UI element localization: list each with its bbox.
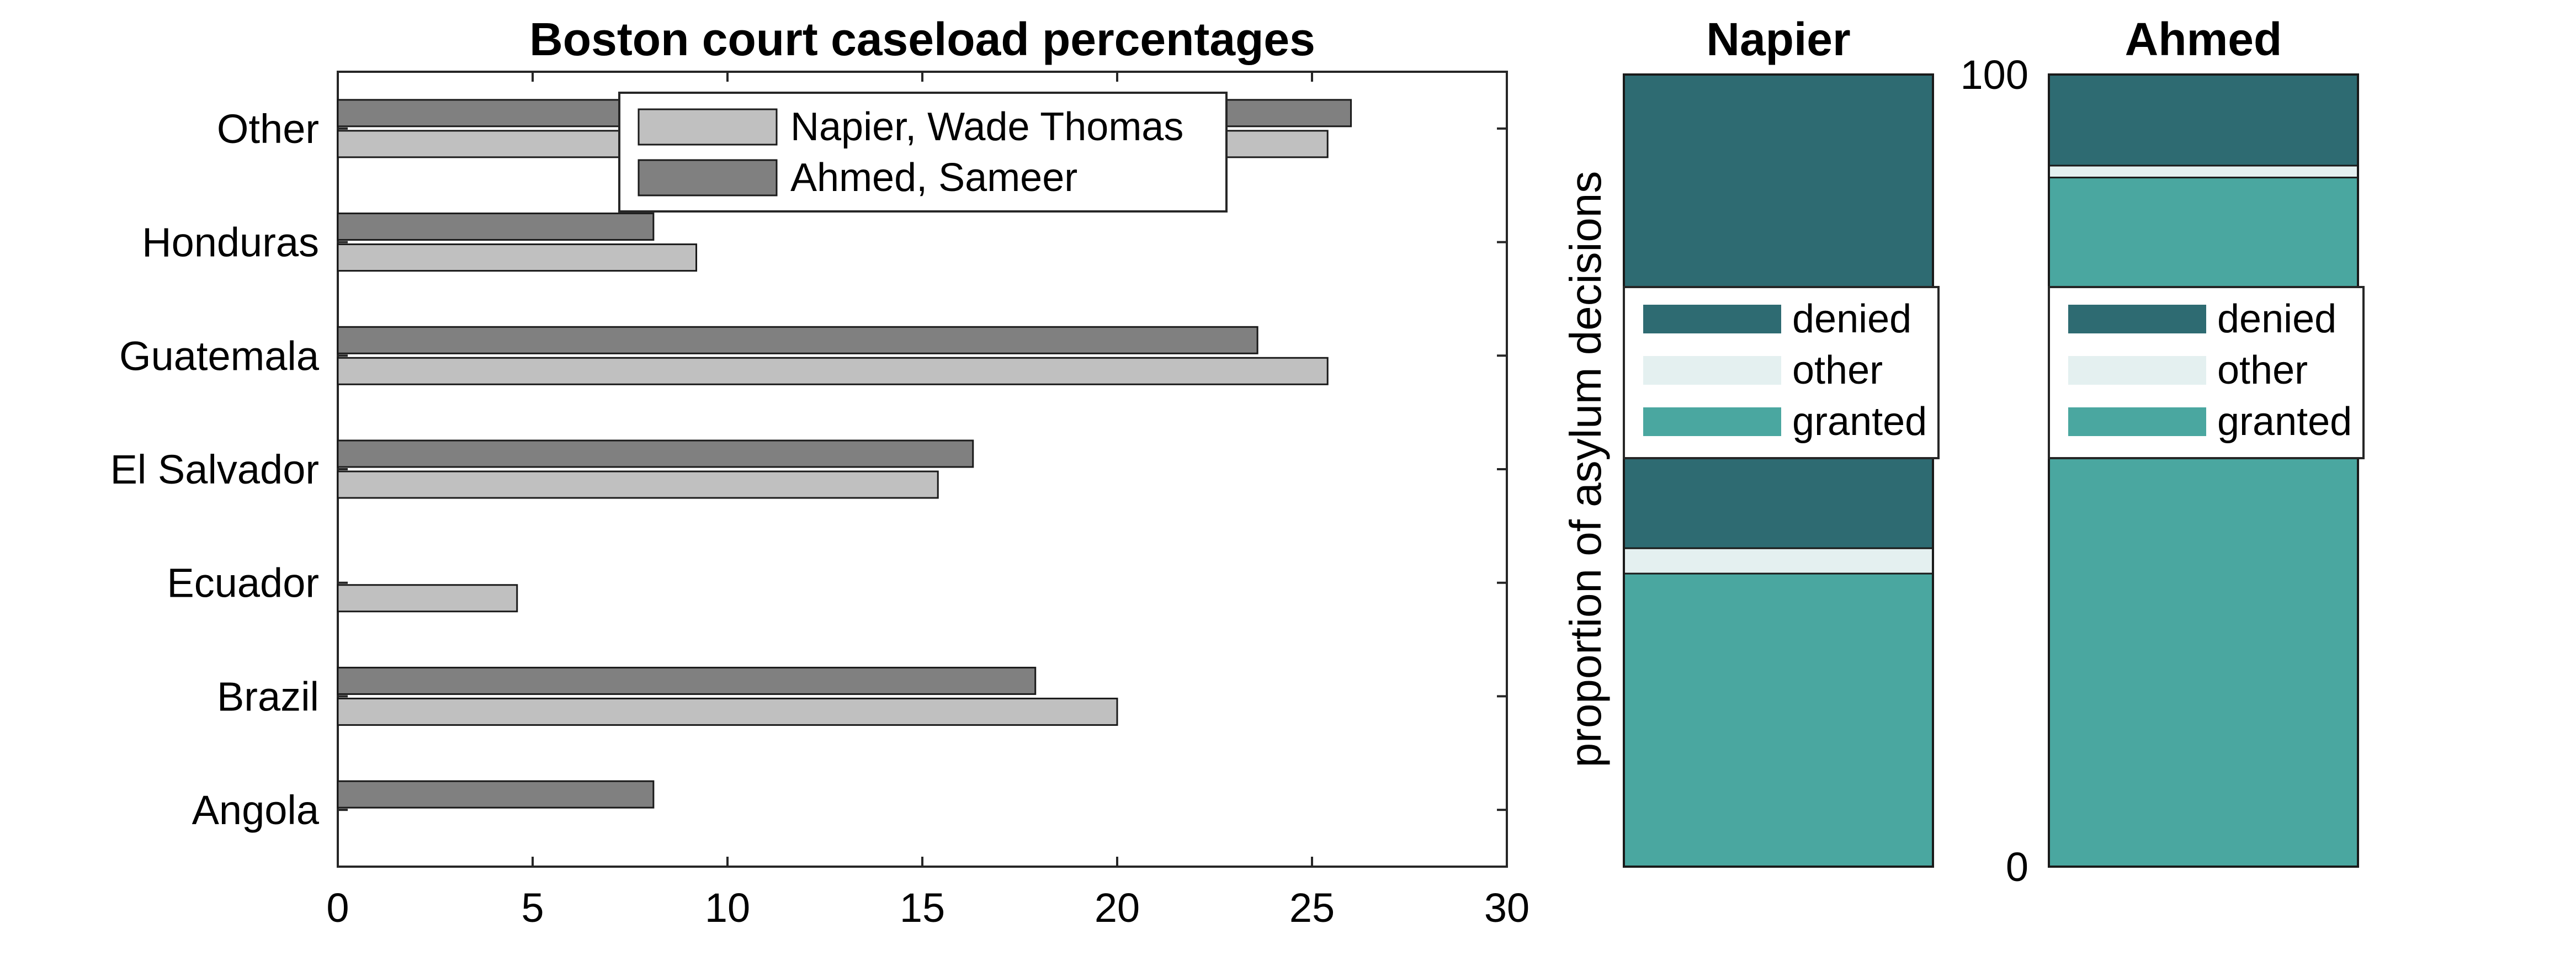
bar-napier-wade-thomas-guatemala [337,357,1329,385]
x-tick-label: 10 [705,885,750,931]
legend-swatch-granted [2068,407,2206,436]
legend-swatch-denied [2068,305,2206,333]
napier-stack [1623,73,1934,868]
legend-label-other: other [1792,348,1883,392]
legend-label-granted: granted [2217,400,2352,444]
x-tick-label: 0 [326,885,349,931]
legend-label-denied: denied [1792,297,1911,341]
segment-denied [2048,73,2359,167]
caseload-chart: Boston court caseload percentages 0 5 10 15… [110,13,1530,931]
napier-chart-title: Napier [1706,13,1850,65]
bar-napier-wade-thomas-honduras [337,243,698,272]
legend-label-denied: denied [2217,297,2336,341]
stack-outline [2048,73,2359,868]
x-tick-label: 5 [521,885,544,931]
y-tick-label: 100 [1961,52,2028,98]
bar-ahmed-sameer-brazil [337,666,1037,695]
bar-napier-wade-thomas-brazil [337,697,1118,726]
legend-swatch-granted [1643,407,1781,436]
legend-swatch-other [2068,356,2206,385]
legend-label-napier-wade-thomas: Napier, Wade Thomas [790,105,1183,149]
segment-granted [2048,177,2359,868]
ahmed-chart-title: Ahmed [2125,13,2282,65]
segment-other [1623,547,1934,575]
napier-legend: denied other granted [1623,286,1940,459]
x-tick-label: 25 [1289,885,1335,931]
x-tick-label: 20 [1095,885,1140,931]
ahmed-decisions-chart: Ahmed 0 100 denied other granted [1961,13,2365,890]
legend-label-granted: granted [1792,400,1927,444]
category-label-angola: Angola [192,787,320,833]
caseload-ticks: 0 5 10 15 20 25 30 Angola Brazil Ecuador El Salvad… [110,72,1529,931]
ahmed-y-ticks: 0 100 [1961,52,2028,890]
caseload-chart-title: Boston court caseload percentages [529,13,1315,65]
bar-ahmed-sameer-guatemala [337,326,1258,354]
ahmed-legend: denied other granted [2048,286,2365,459]
napier-decisions-chart: Napier denied other granted [1623,13,1940,868]
category-label-ecuador: Ecuador [167,560,319,606]
legend-swatch-other [1643,356,1781,385]
legend-swatch-ahmed-sameer [638,159,778,197]
ahmed-stack [2048,73,2359,868]
category-label-guatemala: Guatemala [119,333,320,379]
bar-napier-wade-thomas-el-salvador [337,470,939,499]
legend-swatch-denied [1643,305,1781,333]
bar-ahmed-sameer-honduras [337,213,655,241]
x-tick-label: 15 [900,885,945,931]
category-label-other: Other [217,106,319,152]
legend-swatch-napier-wade-thomas [638,108,778,146]
caseload-legend: Napier, Wade Thomas Ahmed, Sameer [618,92,1228,213]
category-label-brazil: Brazil [217,673,319,719]
x-tick-label: 30 [1484,885,1529,931]
category-label-honduras: Honduras [142,220,319,266]
legend-label-other: other [2217,348,2308,392]
bar-ahmed-sameer-angola [337,780,655,809]
segment-granted [1623,572,1934,868]
segment-other [2048,164,2359,179]
stack-outline [1623,73,1934,868]
asylum-y-axis-label: proportion of asylum decisions [1561,171,1610,768]
bar-napier-wade-thomas-ecuador [337,584,518,613]
legend-label-ahmed-sameer: Ahmed, Sameer [790,156,1077,200]
bar-ahmed-sameer-el-salvador [337,439,974,468]
category-label-el-salvador: El Salvador [110,447,319,492]
y-tick-label: 0 [2006,844,2028,890]
